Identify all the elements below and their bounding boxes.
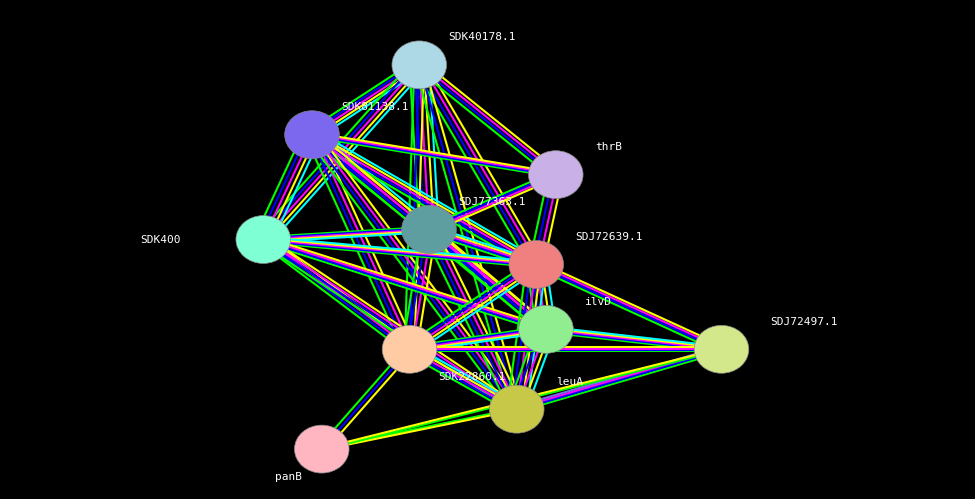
Ellipse shape xyxy=(694,325,749,373)
Ellipse shape xyxy=(402,206,456,253)
Ellipse shape xyxy=(509,241,564,288)
Text: SDK400: SDK400 xyxy=(139,235,180,245)
Text: thrB: thrB xyxy=(595,142,622,152)
Text: SDJ72639.1: SDJ72639.1 xyxy=(575,232,643,242)
Ellipse shape xyxy=(236,216,291,263)
Ellipse shape xyxy=(489,385,544,433)
Text: SDJ77363.1: SDJ77363.1 xyxy=(458,197,526,207)
Text: ilvD: ilvD xyxy=(585,297,612,307)
Text: SDJ72497.1: SDJ72497.1 xyxy=(770,317,838,327)
Ellipse shape xyxy=(392,41,447,89)
Text: SDK22860.1: SDK22860.1 xyxy=(439,372,506,382)
Ellipse shape xyxy=(382,325,437,373)
Text: panB: panB xyxy=(275,472,302,482)
Ellipse shape xyxy=(285,111,339,159)
Ellipse shape xyxy=(519,305,573,353)
Ellipse shape xyxy=(528,151,583,199)
Text: SDK81138.1: SDK81138.1 xyxy=(341,102,409,112)
Text: leuA: leuA xyxy=(556,377,583,387)
Ellipse shape xyxy=(294,425,349,473)
Text: SDK40178.1: SDK40178.1 xyxy=(448,32,516,42)
